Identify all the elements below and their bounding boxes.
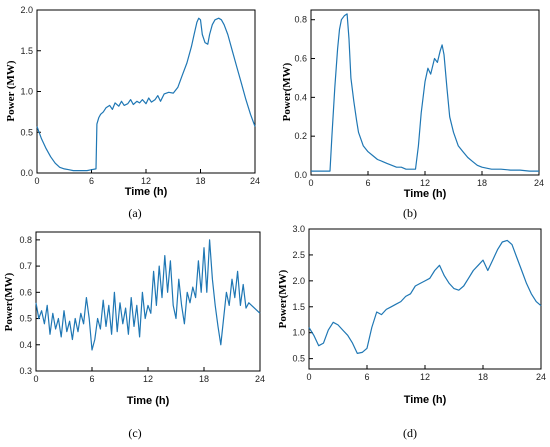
x-tick-label-b: 18 [477, 178, 487, 188]
plot-area-b [310, 9, 540, 176]
y-tick-label-c: 0.3 [19, 366, 32, 376]
x-tick-label-c: 6 [89, 374, 94, 384]
y-tick-label-c: 0.8 [19, 235, 32, 245]
panel-caption-c: (c) [128, 426, 141, 440]
y-tick-label-b: 0.0 [294, 170, 307, 180]
y-ticks-a: 0.0 0.5 1.0 1.5 2.0 [20, 5, 41, 178]
x-tick-label-d: 12 [420, 372, 430, 382]
y-tick-label-b: 0.8 [294, 15, 307, 25]
series-line-b [311, 13, 539, 172]
x-tick-label-d: 18 [478, 372, 488, 382]
x-ticks-d: 0 6 12 18 24 [306, 365, 546, 382]
x-tick-label-c: 18 [199, 374, 209, 384]
x-tick-label-b: 24 [534, 178, 544, 188]
panel-d: Time (h) Power(MW) (d) 0 6 12 18 24 0.5 1.0 1.… [277, 224, 546, 440]
y-tick-label-d: 1.0 [292, 328, 305, 338]
x-tick-label-d: 0 [306, 372, 311, 382]
y-tick-label-c: 0.4 [19, 340, 32, 350]
series-line-c [35, 239, 261, 351]
x-tick-label-c: 24 [255, 374, 265, 384]
y-tick-label-a: 1.0 [20, 87, 33, 97]
y-tick-label-c: 0.5 [19, 314, 32, 324]
y-tick-label-d: 3.0 [292, 224, 305, 234]
y-ticks-d: 0.5 1.0 1.5 2.0 2.5 3.0 [292, 224, 313, 364]
y-ticks-b: 0.0 0.2 0.4 0.6 0.8 [294, 15, 315, 180]
x-tick-label-d: 24 [536, 372, 546, 382]
y-tick-label-a: 0.0 [20, 168, 33, 178]
y-axis-label-b: Power(MW) [281, 62, 293, 121]
plot-area-a [36, 9, 256, 174]
y-tick-label-c: 0.6 [19, 287, 32, 297]
y-tick-label-b: 0.2 [294, 131, 307, 141]
y-tick-label-d: 0.5 [292, 354, 305, 364]
panel-caption-a: (a) [128, 206, 141, 220]
x-tick-label-b: 12 [420, 178, 430, 188]
y-axis-label-d: Power(MW) [277, 269, 289, 328]
x-axis-label-b: Time (h) [404, 188, 447, 200]
plot-area-d [308, 228, 542, 370]
x-tick-label-a: 0 [34, 176, 39, 186]
x-tick-label-c: 0 [33, 374, 38, 384]
y-tick-label-d: 2.5 [292, 250, 305, 260]
x-tick-label-a: 18 [195, 176, 205, 186]
y-tick-label-c: 0.7 [19, 261, 32, 271]
y-tick-label-b: 0.4 [294, 92, 307, 102]
x-tick-label-b: 6 [365, 178, 370, 188]
y-tick-label-d: 1.5 [292, 302, 305, 312]
x-axis-label-a: Time (h) [125, 186, 168, 198]
panel-c: Time (h) Power(MW) (c) 0 6 12 18 24 0.30.40.… [3, 231, 265, 440]
x-tick-label-c: 12 [143, 374, 153, 384]
x-ticks-b: 0 6 12 18 24 [308, 171, 544, 188]
y-ticks-c: 0.3 0.4 0.5 0.6 0.7 0.8 [19, 235, 40, 376]
y-tick-label-a: 0.5 [20, 127, 33, 137]
panel-caption-b: (b) [403, 206, 417, 220]
series-line-a [36, 17, 256, 172]
series-line-d [308, 239, 542, 354]
panel-caption-d: (d) [403, 426, 417, 440]
x-axis-label-c: Time (h) [127, 395, 170, 407]
x-ticks-a: 0 6 12 18 24 [34, 169, 260, 186]
panel-a: Time (h) Power (MW) (a) 0 6 12 18 24 0.0 0.5 1… [5, 5, 260, 220]
y-axis-label-a: Power (MW) [5, 60, 17, 122]
x-tick-label-a: 12 [141, 176, 151, 186]
x-tick-label-d: 6 [364, 372, 369, 382]
y-tick-label-a: 2.0 [20, 5, 33, 15]
x-tick-label-a: 6 [89, 176, 94, 186]
y-tick-label-a: 1.5 [20, 46, 33, 56]
y-axis-label-c: Power(MW) [3, 272, 15, 331]
x-axis-label-d: Time (h) [404, 394, 447, 406]
x-tick-label-a: 24 [250, 176, 260, 186]
y-tick-label-d: 2.0 [292, 276, 305, 286]
panel-b: Time (h) Power(MW) (b) 0 6 12 18 24 0.00.20.… [281, 9, 544, 220]
y-tick-label-b: 0.6 [294, 54, 307, 64]
plot-area-c [35, 231, 261, 372]
x-ticks-c: 0 6 12 18 24 [33, 367, 265, 384]
x-tick-label-b: 0 [308, 178, 313, 188]
